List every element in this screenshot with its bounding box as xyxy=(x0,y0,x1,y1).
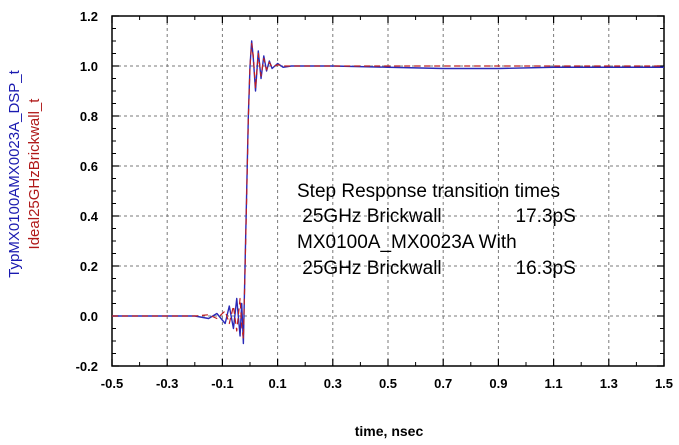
y-axis-label-brickwall: Ideal25GHzBrickwall_t xyxy=(26,98,43,250)
x-tick-label: -0.3 xyxy=(156,376,178,391)
annotation-block: Step Response transition times 25GHz Bri… xyxy=(297,181,576,279)
series-line-brickwall xyxy=(112,42,664,340)
x-axis-label: time, nsec xyxy=(355,423,424,439)
annotation-line-2: 25GHz Brickwall 17.3pS xyxy=(297,206,576,227)
y-tick-label: -0.2 xyxy=(76,359,98,374)
x-tick-label: -0.5 xyxy=(101,376,123,391)
y-tick-label: 1.0 xyxy=(80,59,98,74)
y-tick-label: 0.8 xyxy=(80,109,98,124)
x-tick-label: 0.7 xyxy=(434,376,452,391)
y-tick-label: 0.0 xyxy=(80,309,98,324)
grid-lines xyxy=(112,16,664,366)
x-tick-label: 1.3 xyxy=(600,376,618,391)
y-axis-label-dsp: TypMX0100AMX0023A_DSP_t xyxy=(6,69,23,277)
x-tick-label: -0.1 xyxy=(211,376,233,391)
y-tick-label: 0.4 xyxy=(80,209,99,224)
x-tick-label: 0.9 xyxy=(489,376,507,391)
x-tick-label: 1.5 xyxy=(655,376,673,391)
annotation-line-4: 25GHz Brickwall 16.3pS xyxy=(297,258,576,279)
x-tick-label: 1.1 xyxy=(545,376,563,391)
annotation-line-3: MX0100A_MX0023A With xyxy=(297,232,517,253)
annotation-line-1: Step Response transition times xyxy=(297,181,560,202)
x-tick-label: 0.3 xyxy=(324,376,342,391)
y-tick-label: 0.2 xyxy=(80,259,98,274)
series-layer xyxy=(112,40,664,345)
x-tick-labels: -0.5 -0.3 -0.1 0.1 0.3 0.5 0.7 0.9 1.1 1.3 1.5 xyxy=(101,376,673,391)
x-tick-label: 0.5 xyxy=(379,376,397,391)
x-tick-label: 0.1 xyxy=(269,376,287,391)
y-tick-labels: -0.2 0.0 0.2 0.4 0.6 0.8 1.0 1.2 xyxy=(76,9,99,374)
y-tick-label: 0.6 xyxy=(80,159,98,174)
axis-ticks xyxy=(111,15,665,367)
y-tick-label: 1.2 xyxy=(80,9,98,24)
